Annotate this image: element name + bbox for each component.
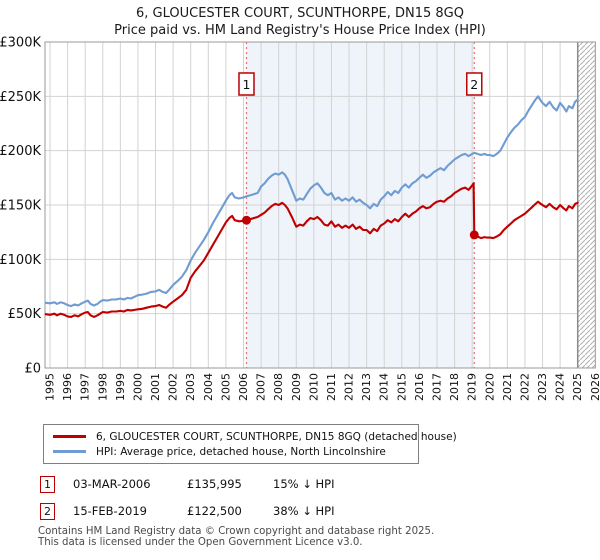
y-axis-tick-label: £0	[24, 362, 41, 377]
y-axis-tick-label: £100K	[0, 253, 41, 268]
x-axis-tick-label: 2005	[219, 373, 232, 401]
x-axis-tick-label: 2014	[378, 373, 391, 401]
sale-marker-label: 1	[243, 77, 251, 92]
x-axis-tick-label: 2016	[413, 373, 426, 401]
y-axis-tick-label: £50K	[8, 307, 42, 322]
x-axis-tick-label: 2011	[325, 373, 338, 401]
sale-annotation-1: 1 03-MAR-2006 £135,995 15% ↓ HPI	[40, 476, 560, 494]
future-region-hatch	[577, 42, 596, 368]
plot-border	[44, 41, 596, 369]
y-axis-tick-label: £150K	[0, 199, 41, 214]
sale-point-dot	[469, 230, 479, 240]
hpi-line	[44, 95, 579, 308]
x-axis-tick-label: 2025	[571, 373, 584, 401]
x-axis-tick-label: 2015	[395, 373, 408, 401]
x-axis-tick-label: 2003	[184, 373, 197, 401]
sale-annotation-2: 2 15-FEB-2019 £122,500 38% ↓ HPI	[40, 503, 560, 521]
sale-2-number-badge: 2	[40, 503, 55, 520]
page-subtitle: Price paid vs. HM Land Registry's House …	[114, 23, 486, 38]
hpi-line-swatch	[53, 450, 86, 453]
x-axis-tick-label: 2024	[554, 373, 567, 401]
chart-header: 6, GLOUCESTER COURT, SCUNTHORPE, DN15 8G…	[0, 5, 600, 39]
x-axis-tick-label: 2000	[131, 373, 144, 401]
sale-1-number-badge: 1	[40, 476, 55, 493]
chart-legend: 6, GLOUCESTER COURT, SCUNTHORPE, DN15 8G…	[43, 424, 457, 464]
x-axis-tick-label: 2018	[448, 373, 461, 401]
x-axis-tick-label: 1995	[44, 373, 57, 401]
sale-2-date: 15-FEB-2019	[73, 504, 147, 518]
x-axis-tick-label: 2010	[307, 373, 320, 401]
sale-marker-box	[238, 72, 255, 96]
x-axis-tick-label: 2009	[290, 373, 303, 401]
x-axis-tick-label: 1999	[114, 373, 127, 401]
footer-line-1: Contains HM Land Registry data © Crown c…	[38, 526, 435, 537]
legend-item-property: 6, GLOUCESTER COURT, SCUNTHORPE, DN15 8G…	[53, 429, 457, 444]
x-axis-tick-label: 2004	[202, 373, 215, 401]
footer-line-2: This data is licensed under the Open Gov…	[38, 536, 363, 548]
sale-1-date: 03-MAR-2006	[73, 477, 151, 491]
x-axis-tick-label: 2017	[430, 373, 443, 401]
sale-2-vs-hpi: 38% ↓ HPI	[273, 504, 335, 518]
legend-label-property: 6, GLOUCESTER COURT, SCUNTHORPE, DN15 8G…	[96, 430, 457, 443]
x-axis-tick-label: 2026	[589, 373, 600, 401]
page-title: 6, GLOUCESTER COURT, SCUNTHORPE, DN15 8G…	[136, 6, 464, 21]
x-axis-tick-label: 2002	[167, 373, 180, 401]
x-axis-tick-label: 2022	[518, 373, 531, 401]
x-axis-tick-label: 2006	[237, 373, 250, 401]
x-axis-tick-label: 2020	[483, 373, 496, 401]
property-price-line	[44, 182, 579, 318]
x-axis-tick-label: 2021	[501, 373, 514, 401]
y-axis-tick-label: £200K	[0, 144, 41, 159]
legend-label-hpi: HPI: Average price, detached house, Nort…	[96, 445, 386, 458]
y-axis-tick-label: £300K	[0, 36, 41, 51]
x-axis-tick-label: 1998	[96, 373, 109, 401]
y-axis-tick-label: £250K	[0, 90, 41, 105]
legend-item-hpi: HPI: Average price, detached house, Nort…	[53, 444, 418, 459]
x-axis-tick-label: 1996	[61, 373, 74, 401]
x-axis-tick-label: 2023	[536, 373, 549, 401]
sale-1-vs-hpi: 15% ↓ HPI	[273, 477, 335, 491]
sale-marker-label: 2	[470, 77, 478, 92]
sale-1-price: £135,995	[187, 477, 242, 491]
license-footer: Contains HM Land Registry data © Crown c…	[38, 526, 435, 548]
x-axis-tick-label: 1997	[79, 373, 92, 401]
x-axis-tick-label: 2019	[466, 373, 479, 401]
price-history-chart: 1 2 £0 £50K £100K £150K £200K £250K £300K 1995 199…	[0, 36, 600, 402]
sale-2-price: £122,500	[187, 504, 242, 518]
property-line-swatch	[53, 435, 86, 438]
x-axis-tick-label: 2013	[360, 373, 373, 401]
sale-marker-box	[466, 72, 483, 96]
x-axis-tick-label: 2001	[149, 373, 162, 401]
sale-point-dot	[241, 215, 251, 225]
x-axis-tick-label: 2008	[272, 373, 285, 401]
x-axis-tick-label: 2012	[343, 373, 356, 401]
x-axis-tick-label: 2007	[255, 373, 268, 401]
